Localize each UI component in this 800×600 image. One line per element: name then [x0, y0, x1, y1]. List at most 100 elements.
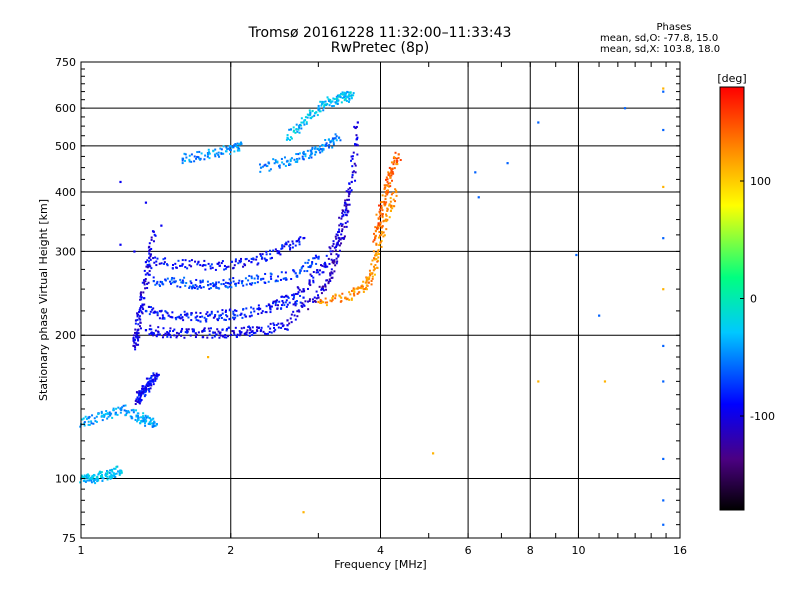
data-point — [537, 121, 540, 124]
data-point — [302, 237, 305, 240]
data-point — [80, 474, 83, 477]
data-point — [322, 148, 325, 151]
data-point — [148, 377, 151, 380]
data-point — [94, 420, 97, 423]
data-point — [87, 477, 90, 480]
data-point — [259, 166, 263, 169]
data-point — [169, 282, 172, 285]
data-point — [116, 413, 119, 416]
data-point — [281, 161, 284, 164]
data-point — [119, 411, 122, 414]
data-point — [148, 252, 151, 255]
data-point — [341, 237, 344, 240]
data-point — [388, 204, 391, 207]
data-point — [289, 163, 292, 166]
data-point — [268, 304, 271, 307]
data-point — [386, 209, 389, 212]
data-point — [290, 278, 293, 281]
data-point — [331, 250, 334, 253]
data-point — [379, 242, 382, 245]
data-point — [143, 279, 146, 282]
data-point — [226, 328, 229, 331]
data-point — [137, 332, 140, 335]
data-point — [154, 329, 157, 332]
data-point — [272, 322, 275, 325]
data-point — [196, 151, 199, 154]
data-point — [320, 300, 323, 303]
data-point — [243, 326, 246, 329]
data-point — [176, 334, 179, 337]
data-point — [379, 212, 382, 215]
data-point — [332, 97, 335, 100]
data-point — [324, 139, 327, 142]
data-point — [268, 331, 271, 334]
data-point — [150, 238, 153, 241]
data-point — [346, 220, 349, 223]
data-point — [166, 264, 169, 267]
data-point — [319, 100, 322, 103]
data-point — [86, 473, 89, 476]
data-point — [199, 312, 202, 315]
data-point — [296, 292, 299, 295]
data-point — [365, 286, 368, 289]
data-point — [153, 310, 156, 313]
data-point — [295, 300, 298, 303]
data-point — [338, 244, 341, 247]
data-point — [251, 326, 254, 329]
data-point — [168, 333, 171, 336]
data-point — [140, 416, 143, 419]
data-point — [152, 417, 155, 420]
data-point — [146, 259, 149, 262]
data-point — [297, 291, 300, 294]
data-point — [136, 396, 139, 399]
data-point — [105, 472, 108, 475]
data-point — [102, 477, 105, 480]
data-point — [382, 231, 385, 234]
data-point — [334, 293, 337, 296]
data-point — [304, 119, 307, 122]
data-point — [152, 422, 155, 425]
data-point — [318, 149, 321, 152]
data-point — [298, 243, 301, 246]
data-point — [220, 283, 223, 286]
data-point — [167, 332, 170, 335]
data-point — [218, 314, 221, 317]
data-point — [276, 307, 279, 310]
data-point — [280, 157, 283, 160]
data-point — [197, 331, 200, 334]
data-point — [190, 312, 193, 315]
data-point — [309, 116, 312, 119]
data-point — [339, 222, 342, 225]
data-point — [138, 402, 141, 405]
data-point — [240, 331, 243, 334]
data-point — [152, 383, 155, 386]
data-point — [79, 425, 82, 428]
data-point — [232, 316, 235, 319]
data-point — [156, 257, 159, 260]
x-tick-label: 10 — [571, 544, 585, 557]
data-point — [311, 261, 314, 264]
data-point — [88, 479, 91, 482]
data-point — [361, 285, 364, 288]
data-point — [140, 298, 143, 301]
data-point — [238, 334, 241, 337]
data-point — [118, 472, 121, 475]
data-point — [349, 293, 352, 296]
data-point — [327, 98, 330, 101]
data-point — [390, 172, 393, 175]
data-point — [256, 281, 259, 284]
data-point — [191, 328, 194, 331]
data-point — [216, 310, 219, 313]
data-point — [309, 265, 312, 268]
data-point — [145, 383, 148, 386]
data-point — [277, 326, 280, 329]
data-point — [96, 476, 99, 479]
data-point — [353, 288, 356, 291]
data-point — [143, 281, 146, 284]
data-point — [343, 204, 346, 207]
data-point — [172, 263, 175, 266]
data-point — [325, 104, 328, 107]
data-point — [349, 91, 352, 94]
data-point — [344, 222, 347, 225]
data-point — [306, 287, 309, 290]
